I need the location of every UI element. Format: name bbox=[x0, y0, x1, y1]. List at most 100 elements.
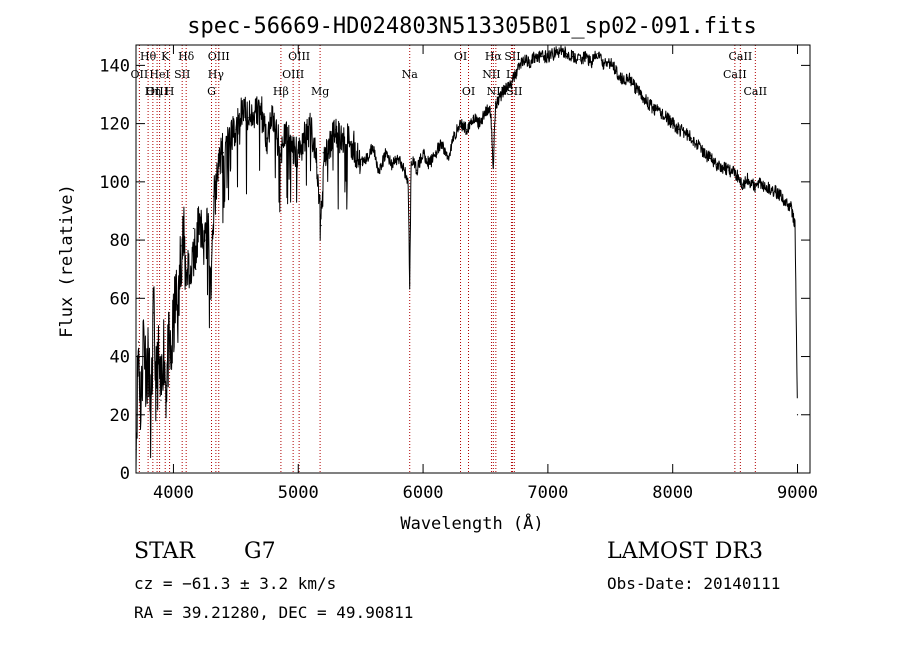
spectrum-line bbox=[135, 45, 798, 474]
spectrum-point bbox=[778, 192, 780, 195]
spectrum-point bbox=[197, 216, 200, 218]
line-marker-label: OIII bbox=[146, 85, 168, 98]
spectrum-point bbox=[684, 131, 686, 133]
spectrum-point bbox=[534, 56, 537, 58]
spectrum-point bbox=[422, 152, 424, 154]
spectrum-point bbox=[378, 172, 380, 174]
y-tick-label: 80 bbox=[110, 231, 130, 251]
line-marker-label: OI bbox=[454, 50, 467, 63]
spectrum-point bbox=[771, 189, 774, 192]
spectrum-point bbox=[466, 128, 468, 131]
spectrum-point bbox=[142, 326, 145, 329]
spectrum-point bbox=[796, 414, 799, 416]
spectrum-point bbox=[794, 224, 796, 227]
spectrum-point bbox=[497, 99, 499, 101]
line-marker-label: HeI bbox=[149, 68, 169, 81]
spectrum-point bbox=[241, 108, 243, 110]
spectrum-point bbox=[180, 245, 182, 247]
line-marker-label: CaII bbox=[723, 68, 747, 81]
plot-frame bbox=[135, 44, 811, 474]
line-marker-label: OIII bbox=[288, 50, 310, 63]
line-marker-label: Hα bbox=[485, 50, 503, 63]
spectrum-point bbox=[559, 50, 561, 52]
line-marker-label: SII bbox=[504, 50, 520, 63]
spectrum-point bbox=[634, 88, 636, 90]
survey-name: LAMOST DR3 bbox=[607, 539, 763, 564]
spectrum-point bbox=[190, 283, 192, 285]
line-marker-label: SII bbox=[174, 68, 190, 81]
x-tick-label: 8000 bbox=[652, 483, 693, 503]
y-tick-label: 60 bbox=[110, 289, 130, 309]
spectrum-data bbox=[135, 45, 799, 474]
redshift-velocity: cz = −61.3 ± 3.2 km/s bbox=[134, 574, 337, 593]
line-marker-label: Hδ bbox=[178, 50, 195, 63]
spectrum-point bbox=[509, 85, 512, 87]
spectrum-point bbox=[622, 79, 624, 81]
spectrum-point bbox=[272, 117, 274, 119]
spectrum-point bbox=[541, 56, 543, 58]
line-marker-label: CaII bbox=[743, 85, 767, 98]
spectrum-point bbox=[347, 137, 349, 139]
spectrum-point bbox=[391, 163, 393, 165]
y-tick-label: 20 bbox=[110, 406, 130, 426]
spectrum-point bbox=[653, 108, 655, 110]
spectrum-point bbox=[484, 111, 487, 113]
spectrum-point bbox=[790, 207, 792, 209]
spectrum-point bbox=[285, 128, 287, 131]
spectrum-point bbox=[200, 224, 202, 227]
spectrum-point bbox=[410, 157, 412, 160]
spectrum-point bbox=[472, 117, 474, 119]
x-tick-label: 4000 bbox=[153, 483, 194, 503]
spectrum-point bbox=[137, 341, 140, 343]
spectrum-point bbox=[147, 355, 150, 358]
spectrum-point bbox=[157, 361, 160, 363]
spectrum-point bbox=[478, 123, 480, 125]
spectrum-point bbox=[202, 245, 204, 247]
spectrum-point bbox=[428, 163, 430, 165]
line-marker-label: Hη bbox=[145, 85, 161, 98]
spectrum-point bbox=[759, 181, 761, 183]
spectrum-point bbox=[278, 146, 281, 148]
spectrum-point bbox=[590, 61, 593, 64]
spectrum-point bbox=[690, 137, 693, 139]
coordinates: RA = 39.21280, DEC = 49.90811 bbox=[134, 603, 414, 622]
line-marker-label: K bbox=[161, 50, 170, 63]
spectrum-point bbox=[291, 146, 293, 148]
spectrum-point bbox=[175, 297, 177, 299]
spectrum-point bbox=[407, 181, 409, 183]
spectrum-point bbox=[647, 102, 649, 104]
spectrum-point bbox=[615, 70, 618, 72]
line-marker-label: OIII bbox=[208, 50, 230, 63]
spectrum-point bbox=[212, 195, 214, 198]
spectrum-point bbox=[553, 53, 555, 55]
line-marker-label: Hγ bbox=[208, 68, 225, 81]
spectrum-point bbox=[366, 157, 368, 160]
spectrum-point bbox=[742, 184, 744, 186]
y-axis-label: Flux (relative) bbox=[57, 184, 77, 338]
spectrum-point bbox=[603, 64, 605, 66]
y-tick-label: 0 bbox=[120, 464, 130, 484]
spectrum-point bbox=[372, 146, 374, 148]
spectrum-point bbox=[155, 385, 157, 387]
spectrum-point bbox=[703, 152, 705, 154]
line-marker-label: NII bbox=[482, 68, 500, 81]
spectrum-point bbox=[734, 172, 736, 174]
spectrum-point bbox=[739, 178, 741, 180]
spectrum-point bbox=[441, 143, 443, 145]
spectrum-point bbox=[322, 152, 324, 154]
line-marker-label: Na bbox=[402, 68, 419, 81]
spectrum-point bbox=[678, 128, 680, 131]
spectrum-point bbox=[205, 239, 207, 241]
spectrum-point bbox=[247, 117, 249, 119]
spectrum-point bbox=[597, 53, 599, 55]
line-marker-label: OIII bbox=[282, 68, 304, 81]
line-marker-label: Hβ bbox=[273, 85, 289, 98]
spectrum-point bbox=[409, 283, 411, 285]
spectrum-point bbox=[447, 157, 449, 160]
x-tick-label: 9000 bbox=[777, 483, 818, 503]
spectrum-point bbox=[165, 385, 167, 387]
line-marker-label: CaII bbox=[729, 50, 753, 63]
spectrum-point bbox=[494, 102, 497, 104]
spectrum-point bbox=[403, 169, 405, 171]
